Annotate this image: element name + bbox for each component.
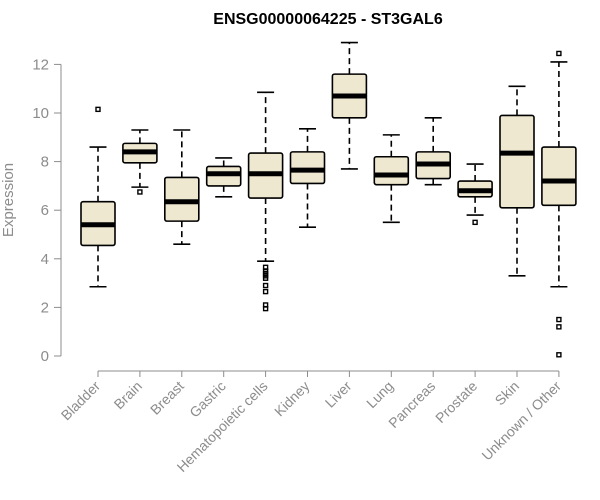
outlier-point xyxy=(556,50,562,57)
outlier-point xyxy=(262,282,269,289)
box-group xyxy=(205,157,242,198)
box-group xyxy=(164,129,200,246)
x-tick-label: Brain xyxy=(111,378,145,412)
outlier-point xyxy=(556,324,562,330)
plot-area xyxy=(80,41,577,358)
outlier-point xyxy=(556,316,562,323)
box-group xyxy=(80,106,116,288)
x-tick-label: Breast xyxy=(147,378,187,418)
box xyxy=(541,146,577,207)
outlier-point xyxy=(95,106,101,113)
y-axis: 0 2 4 6 8 10 12 xyxy=(32,56,62,365)
box-group xyxy=(331,41,368,170)
outlier-point xyxy=(472,219,478,226)
box-group xyxy=(457,163,493,226)
y-tick-label: 12 xyxy=(32,56,49,73)
outlier-point xyxy=(556,352,562,358)
y-tick-label: 4 xyxy=(41,251,49,268)
x-tick-label: Bladder xyxy=(58,378,104,424)
x-tick-label: Skin xyxy=(492,378,523,409)
outlier-point xyxy=(262,275,269,281)
y-tick-label: 0 xyxy=(41,348,49,365)
outlier-point xyxy=(137,189,143,195)
chart-title: ENSG00000064225 - ST3GAL6 xyxy=(213,11,443,28)
y-tick-label: 2 xyxy=(41,299,49,316)
y-tick-label: 8 xyxy=(41,154,49,171)
outlier-point xyxy=(262,305,269,312)
y-axis-label: Expression xyxy=(0,163,17,237)
box-group xyxy=(415,117,452,186)
box-group xyxy=(289,127,326,229)
x-tick-label: Pancreas xyxy=(385,378,438,431)
box-group xyxy=(247,91,284,312)
y-tick-label: 6 xyxy=(41,202,49,219)
box-group xyxy=(499,85,535,277)
x-tick-label: Unknown / Other xyxy=(478,378,564,464)
box-group xyxy=(373,134,410,224)
y-tick-label: 10 xyxy=(32,105,49,122)
box-group xyxy=(122,129,158,195)
box xyxy=(499,114,535,209)
x-tick-label: Prostate xyxy=(432,378,480,426)
x-tick-label: Kidney xyxy=(271,378,313,420)
box-group xyxy=(541,50,577,358)
outlier-point xyxy=(262,288,269,295)
box xyxy=(373,155,410,186)
x-tick-label: Liver xyxy=(322,378,355,411)
x-tick-label: Lung xyxy=(363,378,396,411)
